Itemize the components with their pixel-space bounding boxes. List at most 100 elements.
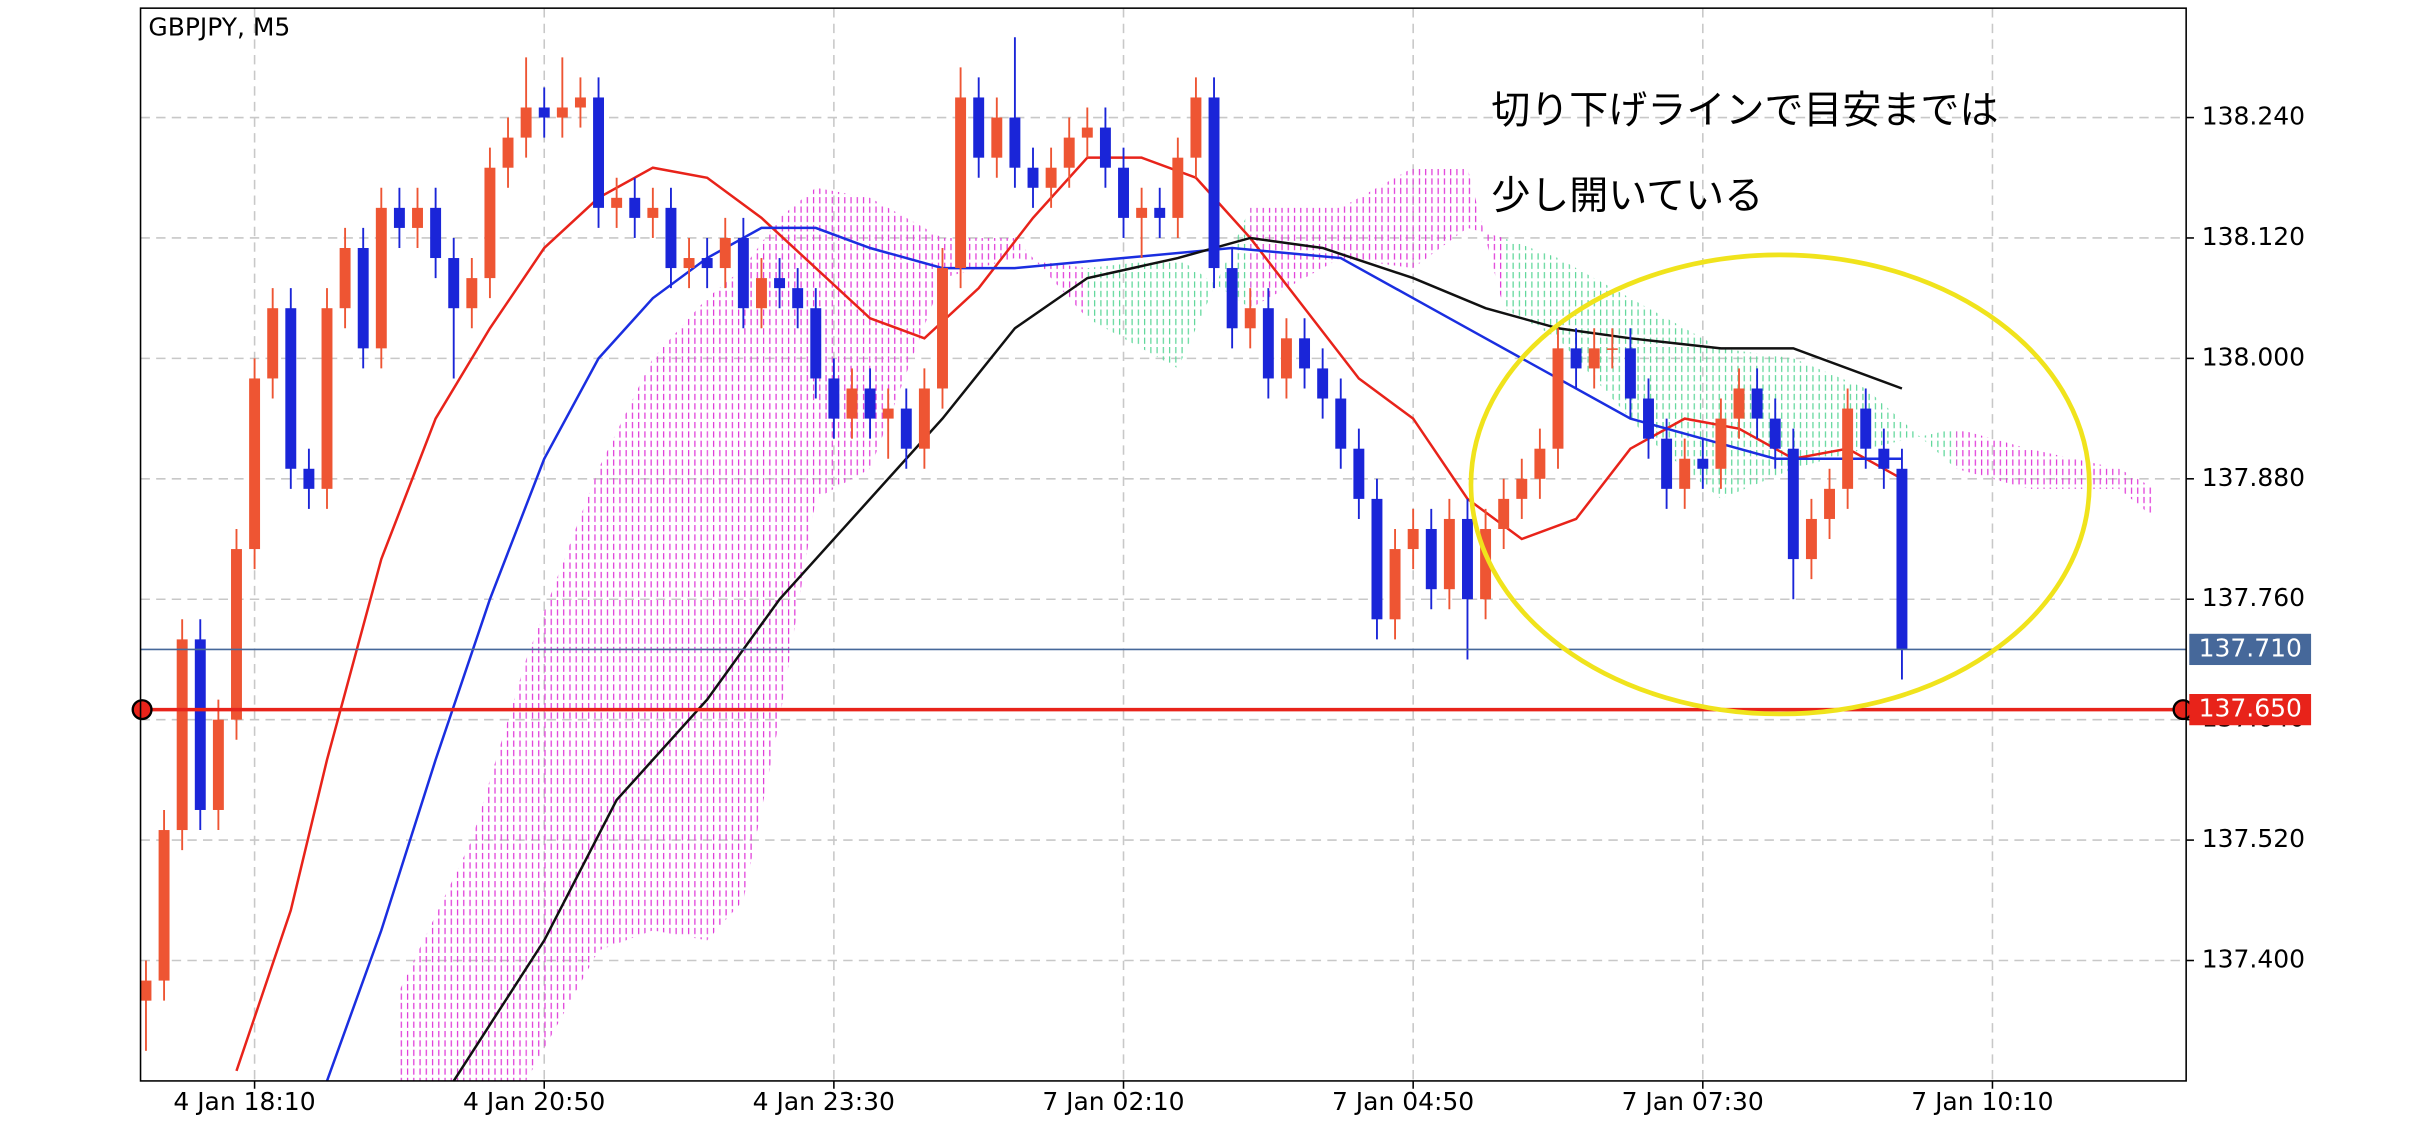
cloud-segment [707,268,744,941]
candle-body [194,639,206,810]
moving-average [325,226,1902,1082]
candle-body [593,97,605,208]
candle-body [918,388,930,449]
candle-body [1842,408,1854,489]
candle-body [774,278,786,289]
annotation: 切り下げラインで目安までは [1491,88,1998,133]
y-tick-label: 137.880 [2202,463,2305,492]
candle-body [466,278,478,309]
candle-body [1099,127,1111,168]
candle-body [1534,448,1546,479]
candle-body [828,378,840,419]
candle-body [1371,498,1383,620]
candle-body [1299,338,1311,369]
candle-body [285,308,297,469]
cloud-segment [652,298,708,941]
candle-body [900,408,912,449]
plot-frame [139,7,2187,1082]
cloud-segment [779,187,816,720]
candle-body [991,117,1003,158]
candle-body [683,258,695,269]
candle-body [484,167,496,279]
price-line-handle [131,699,153,721]
candle-body [176,639,188,831]
x-tick-label: 4 Jan 23:30 [753,1087,895,1116]
candle-body [158,830,170,981]
cloud-segment [2028,448,2120,489]
y-tick-label: 137.760 [2202,583,2305,612]
candle-body [1027,167,1039,188]
candle-body [1480,528,1492,600]
candle-body [864,388,876,419]
candle-body [412,207,423,228]
candle-body [810,308,822,379]
candle-body [140,980,152,1001]
y-tick-label: 137.400 [2202,945,2305,974]
candle-body [448,258,460,309]
candle-body [1081,127,1093,138]
cloud-segment [399,840,472,1081]
candle-body [1407,528,1419,550]
candle-body [701,258,713,269]
axes: 137.400137.520137.640137.760137.880138.0… [173,102,2312,1116]
y-tick-label: 138.120 [2202,222,2305,251]
y-tick-label: 137.520 [2202,824,2305,853]
price-label: 137.650 [2199,694,2302,723]
candle-body [1805,518,1817,560]
candle-body [538,107,550,118]
candle-body [556,107,568,118]
candle-body [1896,468,1908,650]
candle-body [357,247,369,349]
candle-body [1063,137,1075,168]
cloud-segment [598,358,653,951]
candle-body [1009,117,1021,168]
price-label-box [2189,694,2312,726]
candle-body [1624,348,1636,399]
candle-body [321,308,333,489]
candle-body [665,207,677,269]
cloud-segment [1467,167,1504,309]
cloud-segment [1413,167,1468,269]
candle-body [1045,167,1057,188]
candle-body [1697,458,1709,469]
price-label: 137.710 [2199,633,2302,662]
candle-body [1154,207,1166,218]
y-tick-label: 138.240 [2202,102,2305,131]
candle-body [1389,549,1401,620]
candle-body [1715,418,1727,469]
candle-body [1208,97,1220,269]
candle-body [647,207,659,218]
candle-body [629,197,641,218]
candle-body [1172,157,1184,218]
annotation: 少し開いている [1491,174,1763,219]
candle-body [303,468,315,489]
candle-body [1425,528,1437,590]
candle-body [955,97,967,269]
candle-body [1606,348,1618,350]
cloud-segment [2119,468,2156,519]
cloud-segment [1503,237,1558,339]
candle-body [719,237,731,269]
candle-body [212,719,224,810]
candle-body [1443,518,1455,590]
candle-body [1136,207,1148,218]
candle-body [1280,338,1292,379]
candle-body [430,207,442,259]
y-tick-label: 138.000 [2202,342,2305,371]
x-tick-label: 4 Jan 18:10 [173,1087,315,1116]
candle-body [1751,388,1763,419]
candle-body [1824,488,1835,519]
chart-title: GBPJPY, M5 [148,12,290,41]
cloud-segment [743,217,780,901]
candle-body [1679,458,1691,489]
candle-body [846,388,858,419]
candle-body [937,268,948,389]
cloud-segment [1340,167,1414,269]
candle-body [755,278,767,309]
candle-body [1317,368,1329,399]
cloud-segment [1087,258,1178,369]
candle-body [267,308,279,379]
candle-body [1353,448,1365,499]
